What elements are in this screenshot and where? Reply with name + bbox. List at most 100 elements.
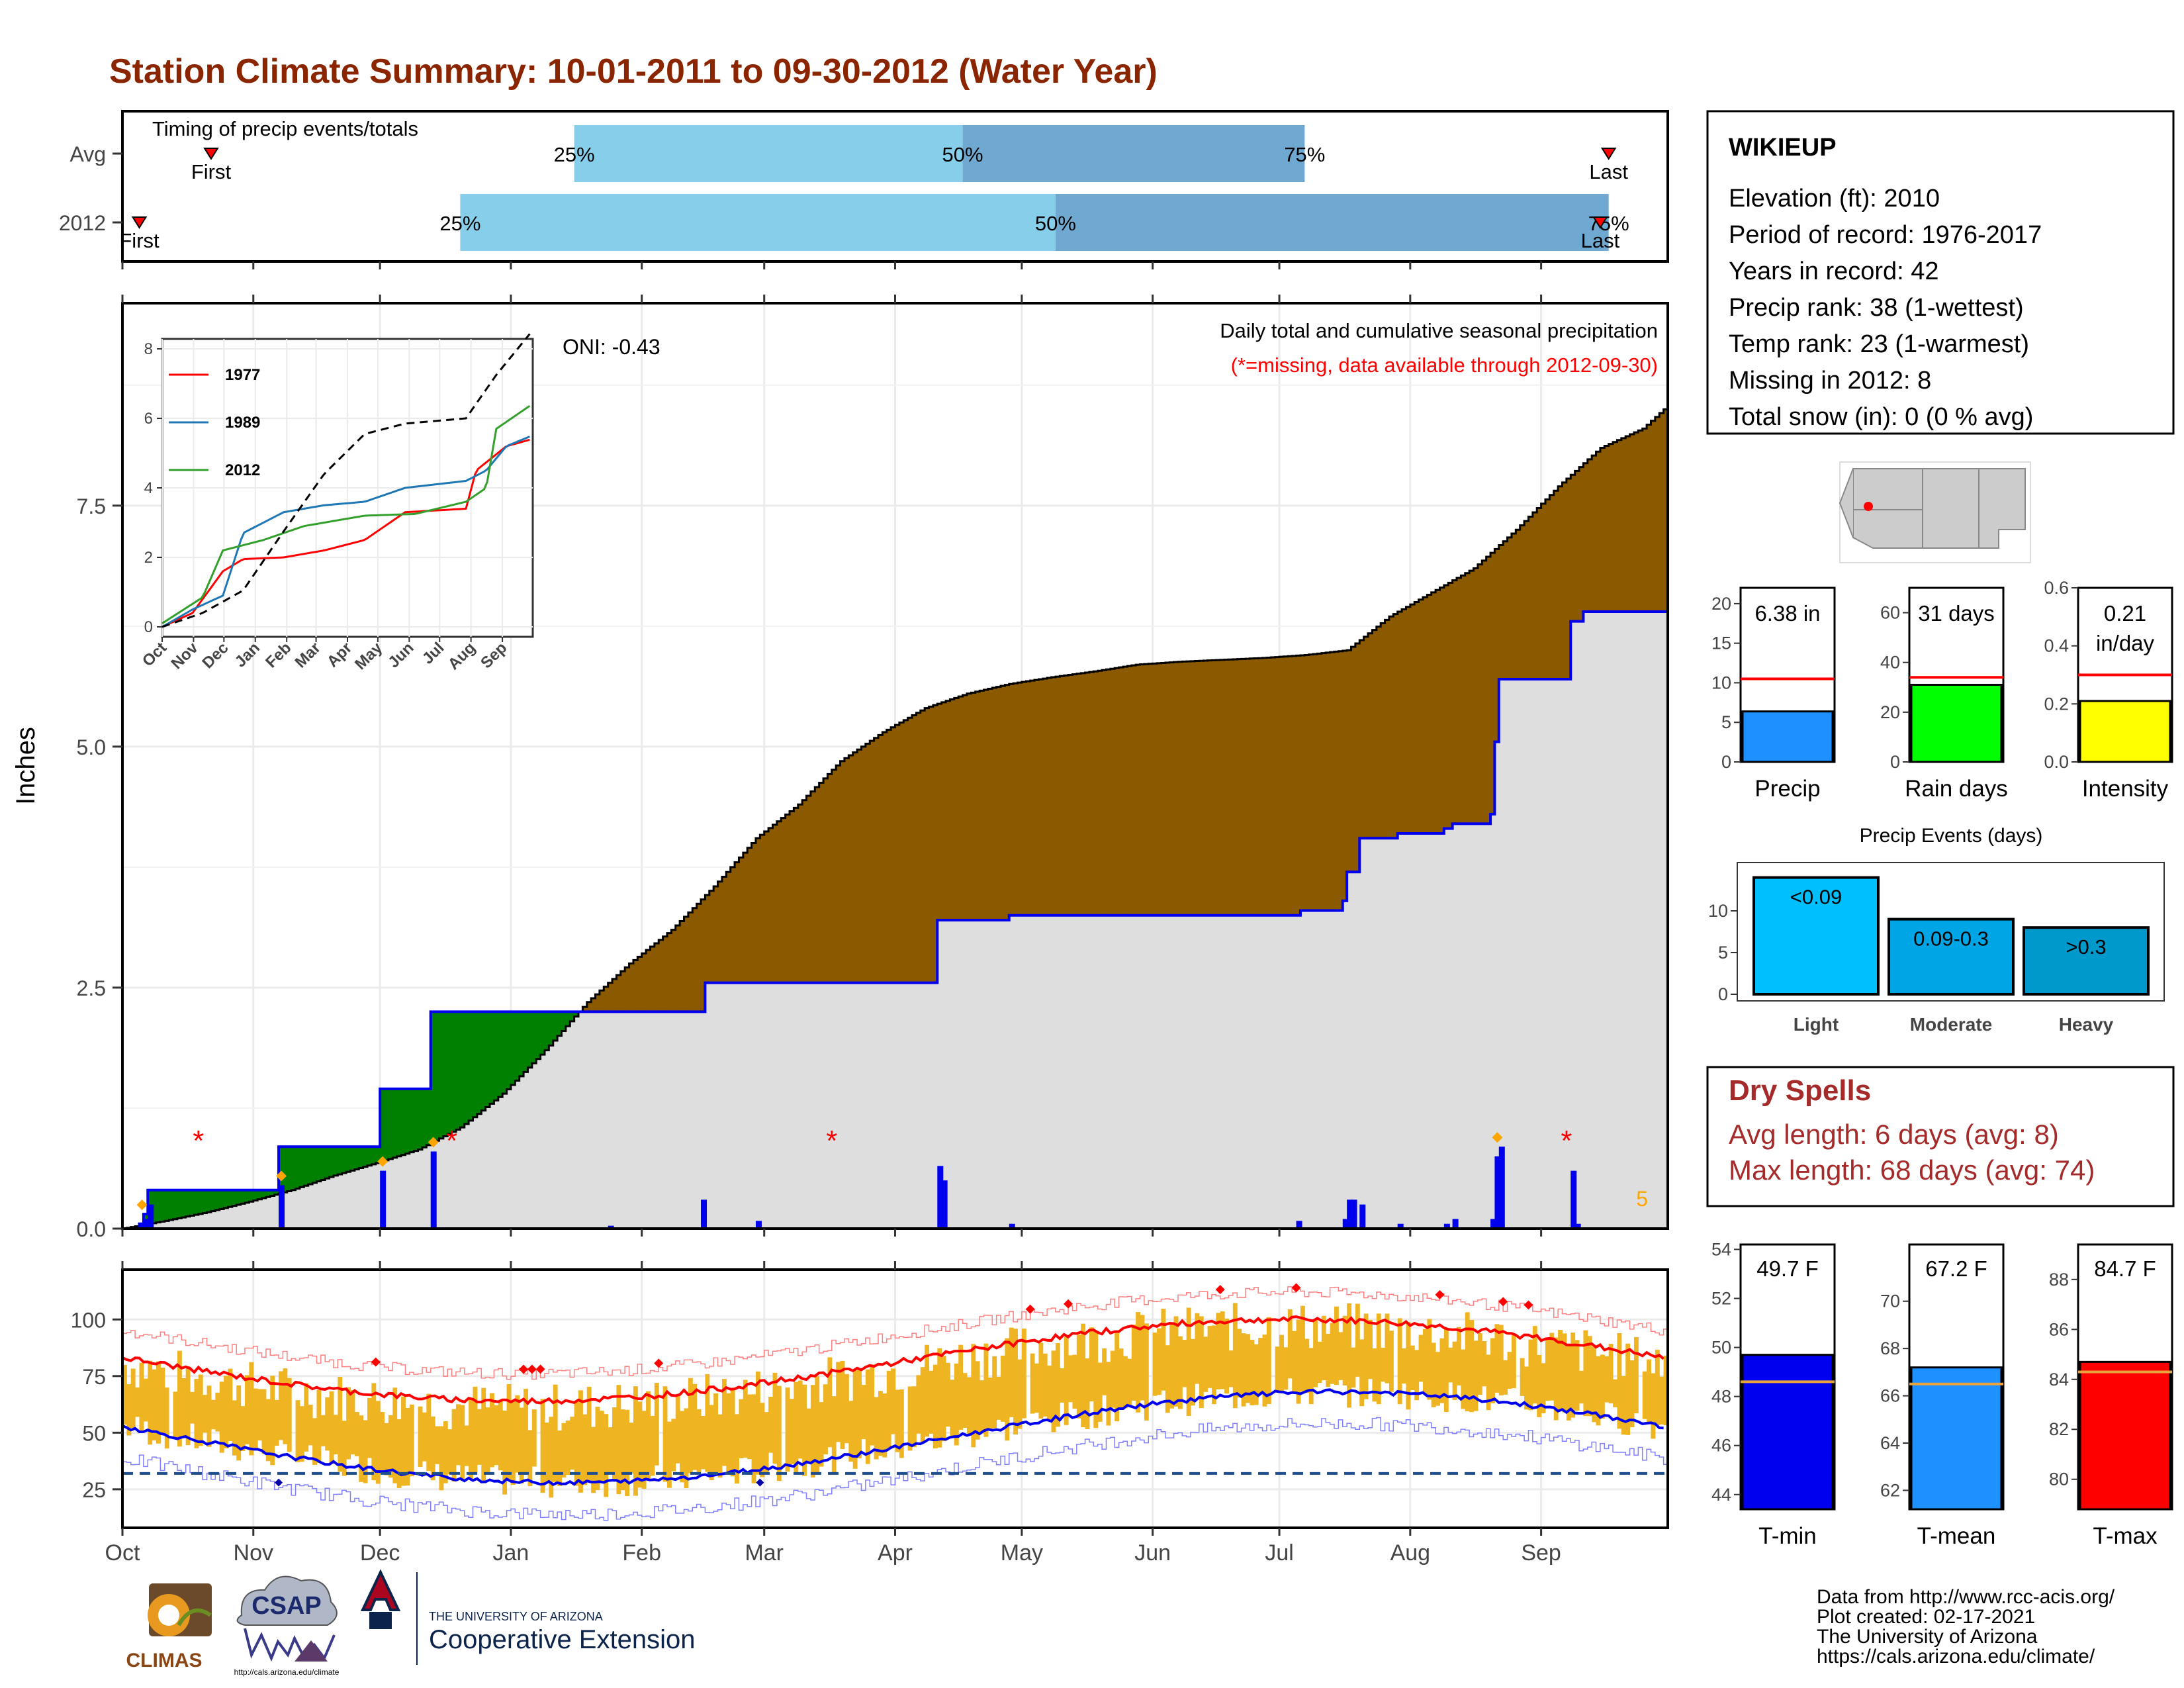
bar_raindays-category: Rain days bbox=[1905, 776, 2008, 802]
surplus-strip bbox=[443, 1011, 448, 1137]
surplus-strip bbox=[308, 1147, 313, 1185]
last-marker bbox=[1600, 148, 1617, 160]
bar_tmin-bar bbox=[1741, 1354, 1834, 1511]
first-label: First bbox=[119, 229, 159, 252]
deficit-strip bbox=[1385, 620, 1390, 839]
daily-temp-bar bbox=[295, 1400, 300, 1462]
surplus-strip bbox=[469, 1011, 474, 1121]
deficit-strip bbox=[1211, 660, 1216, 915]
deficit-strip bbox=[1604, 445, 1610, 612]
events-category: Light bbox=[1794, 1014, 1839, 1035]
event-diamond bbox=[136, 1199, 148, 1211]
deficit-strip bbox=[705, 895, 710, 983]
deficit-strip bbox=[612, 978, 617, 1012]
deficit-strip bbox=[1038, 679, 1044, 915]
events-y-tick-label: 5 bbox=[1718, 943, 1728, 962]
record-low-line bbox=[122, 1417, 1668, 1521]
daily-temp-bar bbox=[245, 1375, 250, 1444]
surplus-strip bbox=[350, 1147, 355, 1171]
surplus-strip bbox=[519, 1011, 524, 1076]
climas-logo: CLIMAS bbox=[126, 1583, 212, 1671]
daily-temp-bar bbox=[185, 1366, 191, 1446]
daily-temp-bar bbox=[1608, 1344, 1614, 1404]
daily-temp-bar bbox=[882, 1393, 887, 1458]
daily-temp-bar bbox=[430, 1416, 435, 1481]
deficit-strip bbox=[844, 758, 849, 983]
daily-temp-bar bbox=[515, 1395, 520, 1473]
surplus-strip bbox=[494, 1011, 499, 1101]
station-line-missing: Missing in 2012: 8 bbox=[1729, 367, 1931, 395]
daily-temp-bar bbox=[498, 1401, 503, 1471]
daily-temp-bar bbox=[565, 1420, 570, 1476]
daily-temp-bar bbox=[1545, 1338, 1550, 1401]
daily-temp-bar bbox=[1157, 1328, 1161, 1395]
deficit-strip bbox=[1013, 683, 1019, 915]
bar_tmean-value: 67.2 F bbox=[1925, 1256, 1987, 1281]
surplus-strip bbox=[515, 1011, 520, 1081]
deficit-strip bbox=[1161, 663, 1166, 915]
bar_tmax-y-tick-label: 86 bbox=[2049, 1319, 2069, 1339]
deficit-strip bbox=[1486, 556, 1491, 824]
daily-temp-bar bbox=[637, 1401, 643, 1488]
deficit-strip bbox=[776, 821, 782, 983]
temp-y-tick-label: 100 bbox=[71, 1308, 106, 1332]
inset-legend-label: 1989 bbox=[225, 414, 260, 432]
deficit-strip bbox=[987, 688, 993, 920]
deficit-strip bbox=[608, 982, 613, 1012]
surplus-strip bbox=[565, 1011, 570, 1027]
surplus-strip bbox=[156, 1190, 161, 1223]
daily-temp-bar bbox=[1537, 1354, 1542, 1417]
daily-temp-bar bbox=[312, 1418, 317, 1465]
surplus-strip bbox=[561, 1011, 567, 1031]
surplus-strip bbox=[240, 1190, 246, 1204]
deficit-strip bbox=[785, 814, 790, 983]
precip-title: Daily total and cumulative seasonal prec… bbox=[1220, 319, 1658, 342]
deficit-strip bbox=[1613, 442, 1618, 612]
daily-temp-bar bbox=[1549, 1333, 1555, 1401]
bar_tmax-y-tick-label: 80 bbox=[2049, 1470, 2069, 1489]
bar_tmax-value: 84.7 F bbox=[2094, 1256, 2156, 1281]
deficit-strip bbox=[925, 708, 930, 983]
daily-temp-bar bbox=[367, 1397, 372, 1458]
daily-temp-bar bbox=[126, 1384, 132, 1436]
surplus-strip bbox=[299, 1147, 304, 1188]
surplus-strip bbox=[316, 1147, 322, 1182]
daily-temp-bar bbox=[1093, 1331, 1099, 1429]
bar_intensity-bar bbox=[2079, 700, 2171, 763]
daily-temp-bar bbox=[836, 1362, 841, 1442]
deficit-strip bbox=[1182, 661, 1187, 915]
deficit-strip bbox=[903, 720, 909, 983]
climas-logo-text: CLIMAS bbox=[126, 1650, 203, 1671]
daily-temp-bar bbox=[1186, 1307, 1191, 1416]
daily-temp-bar bbox=[591, 1427, 596, 1493]
inset-average-line bbox=[161, 333, 531, 628]
deficit-strip bbox=[616, 975, 621, 1012]
deficit-strip bbox=[1520, 525, 1525, 679]
first-marker bbox=[203, 148, 219, 160]
daily-temp-bar bbox=[380, 1412, 385, 1471]
deficit-strip bbox=[781, 818, 786, 983]
daily-temp-bar bbox=[620, 1409, 625, 1491]
surplus-strip bbox=[422, 1088, 427, 1148]
timing-label-50: 50% bbox=[942, 143, 983, 166]
deficit-strip bbox=[1494, 549, 1500, 742]
deficit-strip bbox=[1659, 413, 1664, 612]
bar_tmean-category: T-mean bbox=[1917, 1523, 1996, 1549]
daily-temp-bar bbox=[549, 1417, 554, 1498]
daily-temp-bar bbox=[1220, 1311, 1225, 1389]
timing-bar-50-75 bbox=[962, 125, 1305, 182]
daily-temp-bar bbox=[1313, 1319, 1318, 1387]
bar_precip-y-tick-label: 5 bbox=[1721, 712, 1731, 732]
deficit-strip bbox=[1532, 512, 1537, 679]
daily-temp-bar bbox=[696, 1409, 702, 1474]
record-high-diamond bbox=[1524, 1300, 1533, 1310]
surplus-strip bbox=[506, 1011, 512, 1090]
deficit-strip bbox=[1253, 658, 1259, 915]
daily-temp-bar bbox=[1376, 1313, 1381, 1405]
precip-y-tick-label: 5.0 bbox=[77, 735, 106, 759]
surplus-strip bbox=[549, 1011, 554, 1046]
timing-bar-25-50 bbox=[460, 194, 1056, 251]
daily-temp-bar bbox=[215, 1392, 220, 1432]
daily-temp-bar bbox=[1528, 1339, 1533, 1411]
record-high-diamond bbox=[1498, 1297, 1508, 1307]
